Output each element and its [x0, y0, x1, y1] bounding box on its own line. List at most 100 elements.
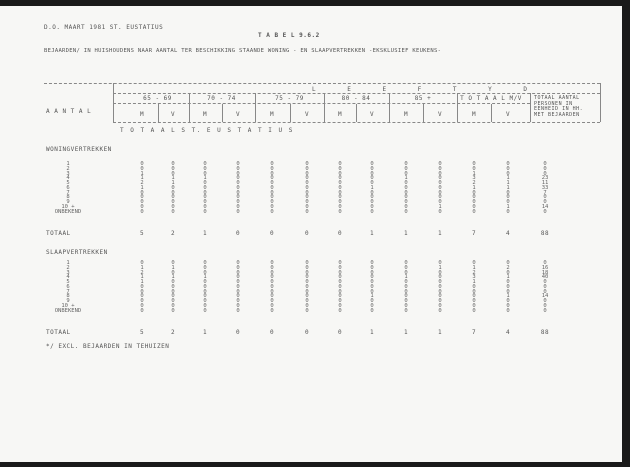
data-column: 0 0 0 1 0 0 0 0 0 0 0	[404, 260, 408, 314]
age-group-label: 85 +	[414, 95, 432, 102]
total-cell: 4	[505, 329, 511, 336]
data-column: 0 0 0 0 0 0 0 0 0 0 0	[270, 260, 274, 314]
total-cell: 1	[437, 230, 443, 237]
last-col-header-line: PERSONEN IN	[534, 100, 573, 107]
total-cell: 0	[337, 329, 343, 336]
data-column: 0 2 0 1 0 0 0 1 0 0 0	[506, 260, 510, 314]
total-cell: 88	[540, 329, 550, 336]
total-cell: 1	[202, 329, 208, 336]
row-header: A A N T A L	[46, 108, 92, 115]
total-cell: 1	[369, 230, 375, 237]
total-cell: 1	[369, 329, 375, 336]
sex-label: M	[139, 111, 145, 118]
total-label: TOTAAL	[46, 230, 71, 237]
region-label: T O T A A L S T. E U S T A T I U S	[120, 127, 294, 134]
last-col-header-line: TOTAAL AANTAL	[534, 95, 580, 101]
age-group-label: 75 - 79	[275, 95, 304, 102]
section-title: WONINGVERTREKKEN	[46, 146, 112, 153]
row-labels: 1 2 3 4 5 6 7 8 9 10 + ONBEKEND	[54, 260, 82, 314]
sex-label: V	[235, 111, 241, 118]
column-divider	[457, 93, 458, 122]
column-divider	[423, 104, 424, 122]
total-cell: 0	[235, 230, 241, 237]
column-divider	[189, 93, 190, 122]
data-column: 0 16 18 40 0 0 0 14 0 0 0	[541, 260, 549, 314]
sex-label: M	[471, 111, 477, 118]
age-group-label: 70 - 74	[207, 95, 236, 102]
total-cell: 1	[403, 230, 409, 237]
data-column: 0 0 0 0 0 0 0 0 0 0 0	[305, 260, 309, 314]
total-cell: 2	[170, 329, 176, 336]
column-divider	[356, 104, 357, 122]
data-column: 0 0 0 0 0 1 0 0 0 0 0	[370, 161, 374, 215]
table-number: T A B E L 9.6.2	[258, 32, 320, 39]
total-cell: 4	[505, 230, 511, 237]
total-label: TOTAAL	[46, 329, 71, 336]
data-column: 0 0 0 0 0 0 0 0 0 0 0	[236, 260, 240, 314]
column-divider	[323, 93, 325, 122]
data-column: 0 1 0 1 0 0 0 0 0 0 0	[171, 260, 175, 314]
column-divider	[157, 104, 159, 122]
total-cell: 1	[437, 329, 443, 336]
total-cell: 0	[235, 329, 241, 336]
total-cell: 2	[170, 230, 176, 237]
data-column: 0 0 0 1 0 0 0 0 0 0 0	[404, 161, 408, 215]
data-column: 0 0 0 1 1 0 0 0 0 0 0	[171, 161, 175, 215]
data-column: 0 0 1 1 2 1 0 0 0 0 0	[140, 161, 144, 215]
sex-label: V	[437, 111, 443, 118]
sex-label: M	[337, 111, 343, 118]
total-cell: 0	[304, 329, 310, 336]
age-group-label: T O T A A L M/V	[460, 95, 522, 102]
table-title: BEJAARDEN/ IN HUISHOUDENS NAAR AANTAL TE…	[44, 48, 442, 54]
data-column: 0 0 0 0 0 0 0 1 0 0 0	[370, 260, 374, 314]
data-column: 0 0 0 0 0 0 0 0 0 1 0	[438, 161, 442, 215]
source-line: D.O. MAART 1981 ST. EUSTATIUS	[44, 24, 164, 31]
sex-label: V	[170, 111, 176, 118]
group-header: L E E F T Y D	[312, 86, 541, 93]
document-page	[0, 6, 622, 462]
sex-label: M	[202, 111, 208, 118]
total-cell: 0	[269, 230, 275, 237]
sex-label: M	[403, 111, 409, 118]
row-labels: 1 2 3 4 5 6 7 8 9 10 + ONBEKEND	[54, 161, 82, 215]
data-column: 0 0 1 3 2 1 0 0 0 0 0	[472, 161, 476, 215]
sex-label: V	[369, 111, 375, 118]
data-column: 0 0 0 0 0 0 0 0 0 0 0	[305, 161, 309, 215]
total-cell: 0	[304, 230, 310, 237]
total-cell: 5	[139, 230, 145, 237]
column-divider	[255, 93, 256, 122]
footnote: */ EXCL. BEJAARDEN IN TEHUIZEN	[46, 343, 170, 350]
total-cell: 7	[471, 230, 477, 237]
total-cell: 0	[337, 230, 343, 237]
column-divider	[389, 93, 390, 122]
total-cell: 5	[139, 329, 145, 336]
last-col-header: TOTAAL AANTAL PERSONEN IN EENHEID IN HH.…	[534, 95, 584, 118]
total-cell: 1	[403, 329, 409, 336]
column-divider	[221, 104, 223, 122]
age-group-label: 65 - 69	[143, 95, 172, 102]
data-column: 0 1 0 0 0 0 0 0 0 0 0	[438, 260, 442, 314]
total-cell: 7	[471, 329, 477, 336]
data-column: 0 0 0 1 0 0 0 0 0 0 0	[203, 260, 207, 314]
data-column: 0 0 0 1 1 1 0 0 0 1 0	[506, 161, 510, 215]
sex-label: V	[505, 111, 511, 118]
sex-label: M	[269, 111, 275, 118]
last-col-header-line: EENHEID IN HH.	[534, 106, 584, 112]
column-divider	[491, 104, 492, 122]
data-column: 0 0 0 0 0 0 0 0 0 0 0	[236, 161, 240, 215]
data-column: 0 0 0 0 0 0 0 0 0 0 0	[338, 260, 342, 314]
data-column: 0 0 0 23 11 33 7 0 0 14 0	[541, 161, 549, 215]
age-group-label: 80 - 84	[341, 95, 371, 102]
section-title: SLAAPVERTREKKEN	[46, 249, 108, 256]
total-cell: 0	[269, 329, 275, 336]
data-column: 0 1 2 1 1 0 0 0 0 0 0	[140, 260, 144, 314]
last-col-header-line: MET BEJAARDEN	[534, 111, 580, 118]
data-column: 0 0 0 1 0 0 0 0 0 0 0	[203, 161, 207, 215]
data-column: 0 0 0 0 0 0 0 0 0 0 0	[270, 161, 274, 215]
data-column: 0 0 0 0 0 0 0 0 0 0 0	[338, 161, 342, 215]
total-cell: 1	[202, 230, 208, 237]
total-cell: 88	[540, 230, 550, 237]
column-divider	[289, 104, 291, 122]
data-column: 0 1 2 3 1 0 0 0 0 0 0	[472, 260, 476, 314]
sex-label: V	[304, 111, 310, 118]
